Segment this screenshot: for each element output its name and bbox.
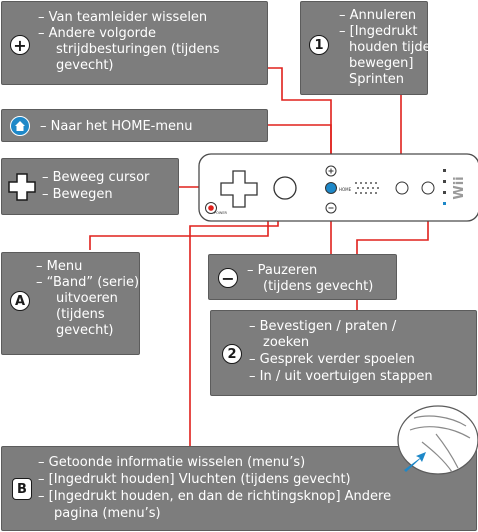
two-badge: 2 [222,344,242,364]
box-two: 2 – Bevestigen / praten / zoeken – Gespr… [210,310,477,396]
box-b: B – Getoonde informatie wisselen (menu’s… [1,446,477,531]
cross-icon [8,173,36,201]
one-badge: 1 [309,35,329,55]
b-line-4: pagina (menu’s) [54,506,161,521]
connector-plus [268,67,332,167]
two-line-1: – Bevestigen / praten / [249,319,397,334]
remote-body [198,153,478,222]
b-line-3: – [Ingedrukt houden, en dan de richtings… [38,489,392,504]
b-line-1: – Getoonde informatie wisselen (menu’s) [38,455,306,470]
speaker-grille [355,182,379,194]
plus-icon: + [10,35,30,55]
a-line-4: (tijdens [56,307,105,322]
b-badge: B [12,478,32,500]
one-line-1: – Annuleren [339,8,417,23]
box-dpad: – Beweeg cursor – Bewegen [1,158,179,215]
one-line-3: houden tijdens [349,40,446,55]
box-plus: + – Van teamleider wisselen – Andere vol… [1,1,268,85]
two-line-2: zoeken [263,335,310,350]
box-a: A – Menu – “Band” (serie) uitvoeren (tij… [1,252,140,355]
dpad-line-2: – Bewegen [42,187,113,202]
one-line-5: Sprinten [349,72,405,87]
svg-text:HOME: HOME [339,187,352,192]
home-line-1: – Naar het HOME-menu [40,119,193,134]
one-button [395,181,409,195]
wii-logo: Wii [452,176,467,199]
plus-line-4: gevecht) [56,58,114,73]
home-icon [10,116,30,136]
a-button [273,176,297,200]
two-line-4: – In / uit voertuigen stappen [249,369,433,384]
a-line-5: gevecht) [56,323,114,338]
home-button [325,182,337,194]
one-line-2: – [Ingedrukt [339,24,418,39]
b-line-2: – [Ingedrukt houden] Vluchten (tijdens g… [38,472,351,487]
two-line-3: – Gesprek verder spoelen [249,352,415,367]
plus-line-1: – Van teamleider wisselen [38,10,208,25]
a-line-2: – “Band” (serie) [36,275,140,290]
a-line-1: – Menu [36,259,83,274]
plus-line-3: strijdbesturingen (tijdens [56,42,220,57]
b-trigger-inset [397,405,478,475]
svg-text:POWER: POWER [214,211,228,215]
box-minus: − – Pauzeren (tijdens gevecht) [208,254,397,300]
player-leds [443,169,446,205]
minus-line-1: – Pauzeren [247,263,318,278]
box-home: – Naar het HOME-menu [1,109,268,142]
a-badge: A [10,291,30,311]
a-line-3: uitvoeren [56,291,118,306]
dpad-icon [220,170,258,208]
two-button [421,181,435,195]
plus-line-2: – Andere volgorde [38,26,157,41]
one-line-4: bewegen] [349,56,414,71]
arrow-icon [404,452,426,472]
dpad-line-1: – Beweeg cursor [42,170,150,185]
box-one: 1 – Annuleren – [Ingedrukt houden tijden… [300,1,446,95]
minus-line-2: (tijdens gevecht) [263,279,374,294]
minus-icon: − [218,268,238,288]
